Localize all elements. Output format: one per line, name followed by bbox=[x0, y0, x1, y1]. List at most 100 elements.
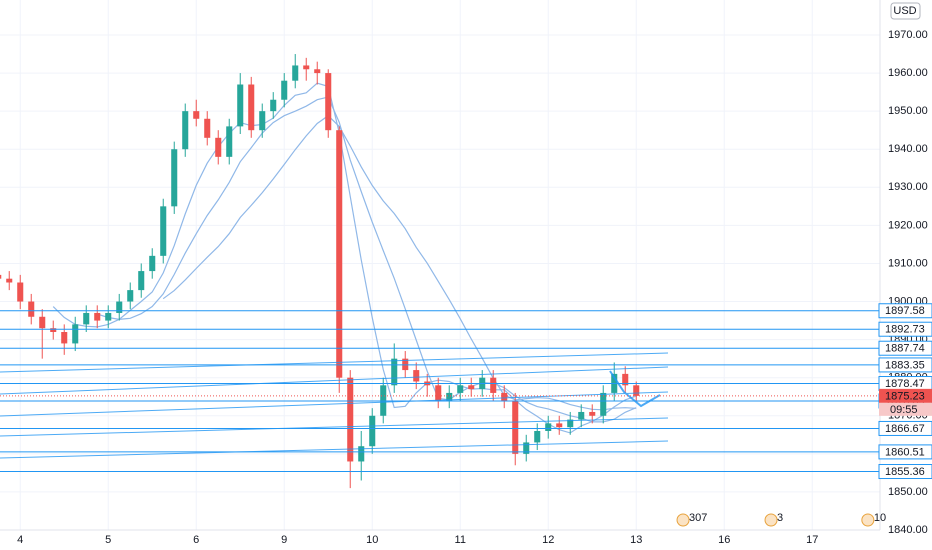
candle-body bbox=[292, 65, 299, 81]
level-tag bbox=[878, 340, 932, 356]
level-tag bbox=[878, 464, 932, 480]
candle-body bbox=[457, 385, 464, 393]
candle-body bbox=[94, 312, 101, 321]
candle-body bbox=[545, 423, 552, 431]
candle-body bbox=[116, 301, 123, 313]
level-tag bbox=[878, 444, 932, 460]
candle-body bbox=[215, 137, 222, 157]
y-tick-label: 1940.00 bbox=[888, 143, 928, 155]
trendline bbox=[0, 352, 669, 373]
level-label: 1860.51 bbox=[885, 446, 925, 458]
candle-body bbox=[259, 111, 266, 131]
candle-body bbox=[28, 301, 35, 317]
candle-body bbox=[523, 442, 530, 454]
event-icon[interactable] bbox=[861, 513, 875, 527]
x-tick-label: 5 bbox=[105, 534, 111, 546]
candle-body bbox=[61, 332, 68, 344]
event-count: 3 bbox=[777, 512, 783, 524]
candle-body bbox=[369, 415, 376, 447]
candle-body bbox=[589, 411, 596, 416]
candle-body bbox=[50, 328, 57, 332]
x-tick-label: 13 bbox=[630, 534, 642, 546]
level-label: 1887.74 bbox=[885, 343, 925, 355]
countdown: 09:55 bbox=[890, 404, 918, 416]
candle-body bbox=[435, 385, 442, 401]
x-tick-label: 9 bbox=[281, 534, 287, 546]
candle-body bbox=[83, 312, 90, 325]
y-tick-label: 1970.00 bbox=[888, 29, 928, 41]
candle-body bbox=[127, 290, 134, 302]
candle-body bbox=[149, 255, 156, 272]
level-tag bbox=[878, 420, 932, 436]
candle-body bbox=[6, 278, 13, 283]
x-tick-label: 10 bbox=[366, 534, 378, 546]
level-label: 1892.73 bbox=[885, 324, 925, 336]
event-count: 10 bbox=[874, 512, 886, 524]
candle-body bbox=[325, 73, 332, 131]
candle-body bbox=[468, 385, 475, 390]
y-tick-label: 1930.00 bbox=[888, 181, 928, 193]
candle-body bbox=[105, 312, 112, 321]
trendline bbox=[0, 440, 669, 459]
candle-body bbox=[204, 118, 211, 138]
candle-body bbox=[622, 373, 629, 386]
last-price-label: 1875.23 bbox=[885, 390, 925, 402]
candle-body bbox=[501, 392, 508, 401]
candle-body bbox=[160, 206, 167, 256]
candle-body bbox=[600, 392, 607, 416]
candle-body bbox=[248, 84, 255, 131]
moving-average bbox=[162, 114, 637, 411]
event-icon[interactable] bbox=[676, 513, 690, 527]
candle-body bbox=[281, 80, 288, 100]
candle-body bbox=[193, 111, 200, 119]
level-label: 1866.67 bbox=[885, 423, 925, 435]
y-tick-label: 1920.00 bbox=[888, 219, 928, 231]
candle-body bbox=[402, 358, 409, 371]
level-label: 1878.47 bbox=[885, 378, 925, 390]
y-tick-label: 1960.00 bbox=[888, 67, 928, 79]
currency: USD bbox=[893, 5, 916, 17]
last-price-tag bbox=[879, 388, 932, 403]
candle-body bbox=[314, 69, 321, 74]
trendline bbox=[0, 391, 669, 417]
candle-body bbox=[182, 111, 189, 150]
candle-body bbox=[171, 149, 178, 207]
candle-body bbox=[336, 130, 343, 378]
level-tag bbox=[878, 321, 932, 337]
x-tick-label: 6 bbox=[193, 534, 199, 546]
level-label: 1855.36 bbox=[885, 466, 925, 478]
candle-body bbox=[633, 385, 640, 396]
candle-body bbox=[39, 316, 46, 329]
x-tick-label: 12 bbox=[542, 534, 554, 546]
countdown-tag bbox=[879, 402, 932, 416]
currency-badge[interactable] bbox=[890, 2, 921, 20]
candle-body bbox=[226, 126, 233, 157]
candle-body bbox=[512, 400, 519, 454]
candle-body bbox=[578, 411, 585, 420]
level-label: 1883.35 bbox=[885, 359, 925, 371]
candle-body bbox=[237, 84, 244, 127]
x-tick-label: 11 bbox=[455, 534, 466, 546]
level-tag bbox=[878, 303, 932, 319]
candle-body bbox=[556, 423, 563, 428]
trendline bbox=[0, 366, 669, 395]
x-tick-label: 17 bbox=[806, 534, 818, 546]
event-icon[interactable] bbox=[764, 513, 778, 527]
y-tick-label: 1950.00 bbox=[888, 105, 928, 117]
candle-body bbox=[534, 431, 541, 443]
candle-body bbox=[270, 99, 277, 112]
level-tag bbox=[878, 357, 932, 373]
candle-body bbox=[0, 274, 2, 279]
candle-body bbox=[347, 377, 354, 462]
trendlines bbox=[0, 352, 669, 459]
candle-body bbox=[446, 392, 453, 401]
x-tick-label: 16 bbox=[718, 534, 730, 546]
trendline bbox=[0, 417, 669, 437]
candle-body bbox=[303, 65, 310, 70]
candle-body bbox=[391, 358, 398, 386]
moving-average bbox=[97, 96, 637, 423]
x-tick-label: 4 bbox=[17, 534, 23, 546]
candle-body bbox=[358, 446, 365, 462]
